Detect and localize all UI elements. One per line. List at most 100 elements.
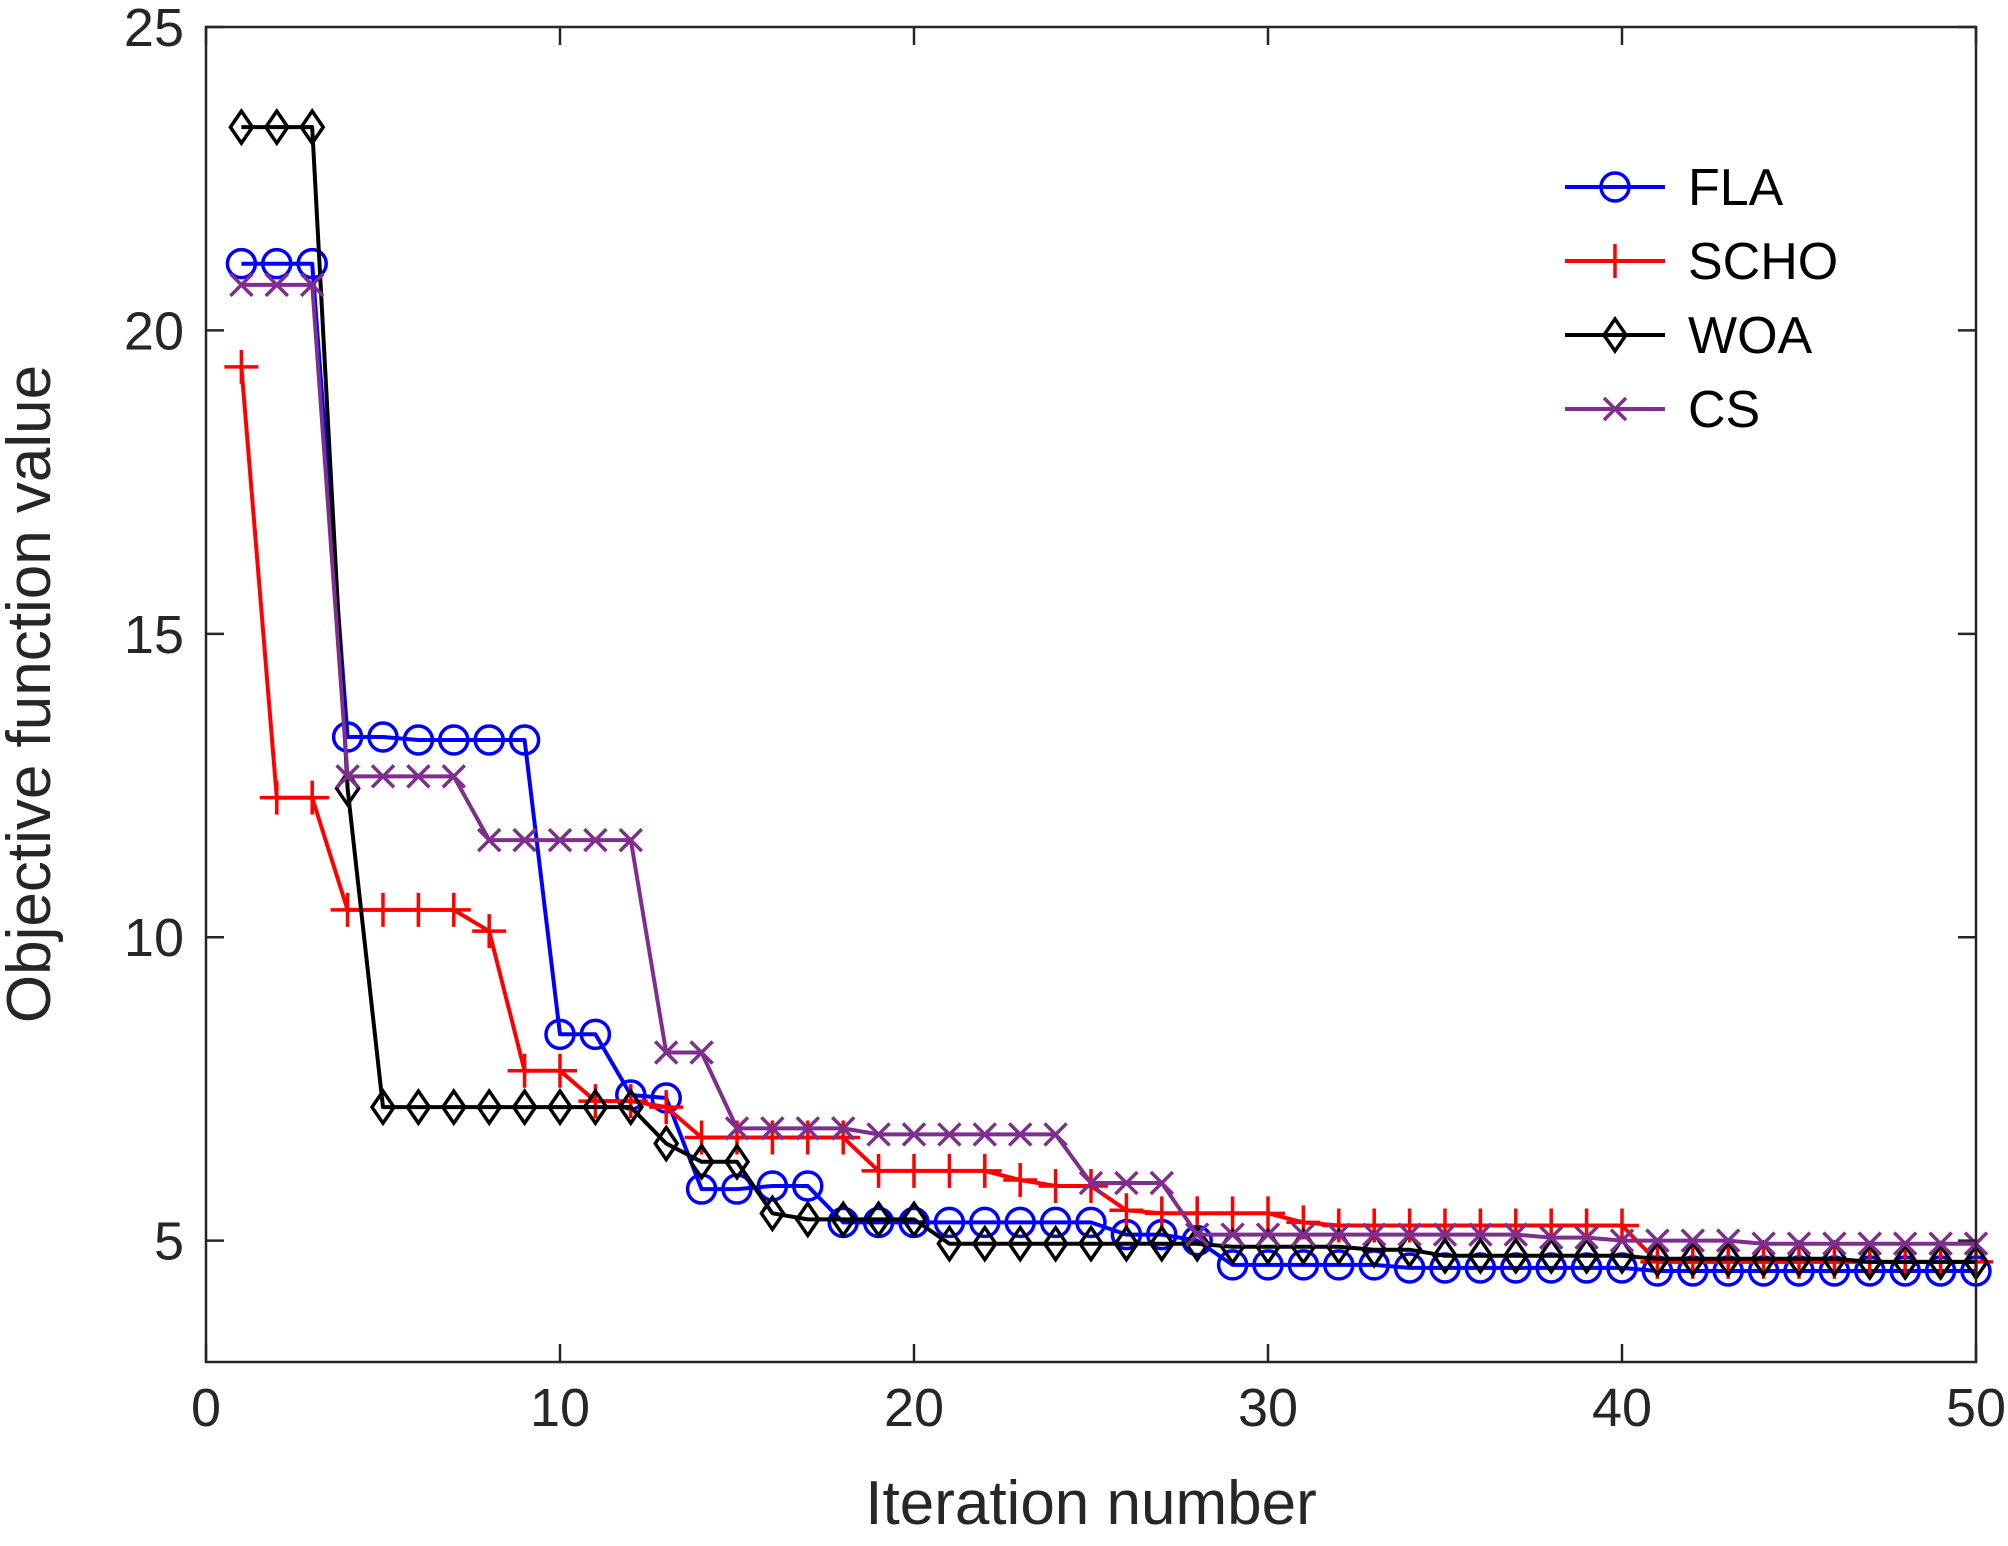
data-point-cs-8 xyxy=(476,827,502,853)
data-point-scho-13 xyxy=(649,1090,684,1125)
data-point-woa-17 xyxy=(794,1200,821,1239)
y-tick-label-10: 10 xyxy=(124,908,184,968)
data-point-woa-42 xyxy=(1679,1239,1706,1278)
data-point-cs-48 xyxy=(1892,1231,1918,1256)
data-point-fla-31 xyxy=(1287,1249,1320,1281)
plot-area-border xyxy=(204,25,1978,1364)
data-point-cs-20 xyxy=(901,1122,927,1147)
data-point-fla-7 xyxy=(438,724,470,756)
data-point-cs-40 xyxy=(1609,1228,1635,1253)
data-point-cs-33 xyxy=(1361,1222,1387,1247)
legend-item-scho: SCHO xyxy=(1565,233,1838,291)
data-point-scho-5 xyxy=(366,892,400,927)
legend-label-scho: SCHO xyxy=(1688,233,1838,291)
data-point-cs-14 xyxy=(689,1040,714,1065)
y-tick-label-15: 15 xyxy=(124,605,184,665)
data-point-cs-7 xyxy=(441,764,467,789)
data-point-woa-16 xyxy=(759,1194,786,1233)
data-point-cs-47 xyxy=(1857,1231,1883,1256)
data-point-cs-21 xyxy=(937,1122,962,1147)
data-point-cs-9 xyxy=(512,827,537,853)
legend-marker-scho xyxy=(1598,244,1632,278)
data-point-woa-35 xyxy=(1431,1236,1459,1275)
data-point-woa-25 xyxy=(1077,1224,1105,1263)
data-point-woa-14 xyxy=(688,1142,715,1181)
data-point-fla-5 xyxy=(367,721,399,753)
data-point-woa-8 xyxy=(476,1088,503,1127)
data-point-woa-23 xyxy=(1007,1224,1034,1263)
data-point-cs-23 xyxy=(1007,1122,1033,1147)
data-point-fla-9 xyxy=(508,724,541,756)
legend-label-cs: CS xyxy=(1688,381,1760,439)
data-point-fla-34 xyxy=(1393,1252,1426,1284)
data-point-scho-6 xyxy=(401,892,436,927)
data-point-woa-41 xyxy=(1644,1239,1671,1278)
data-point-fla-8 xyxy=(473,724,505,756)
data-point-woa-36 xyxy=(1467,1236,1494,1275)
data-point-cs-2 xyxy=(264,272,290,298)
data-point-woa-24 xyxy=(1042,1224,1069,1263)
data-point-woa-7 xyxy=(440,1088,467,1127)
data-point-fla-21 xyxy=(933,1206,966,1239)
legend-label-woa: WOA xyxy=(1688,307,1813,365)
data-point-cs-11 xyxy=(583,827,608,853)
data-point-woa-21 xyxy=(936,1224,963,1263)
data-point-woa-45 xyxy=(1785,1239,1813,1278)
data-point-scho-20 xyxy=(897,1153,931,1188)
data-point-cs-1 xyxy=(229,272,254,298)
data-point-woa-22 xyxy=(971,1224,998,1263)
data-point-scho-24 xyxy=(1038,1169,1073,1204)
data-point-scho-3 xyxy=(295,780,330,815)
data-point-cs-13 xyxy=(653,1040,679,1065)
data-point-woa-3 xyxy=(299,108,326,147)
data-point-woa-38 xyxy=(1538,1236,1565,1275)
data-point-fla-24 xyxy=(1039,1206,1072,1239)
data-point-woa-44 xyxy=(1750,1239,1777,1278)
x-tick-label-50: 50 xyxy=(1946,1378,2006,1438)
data-point-fla-11 xyxy=(579,1018,612,1051)
data-point-woa-19 xyxy=(865,1200,892,1239)
data-point-cs-3 xyxy=(299,272,325,298)
data-point-scho-8 xyxy=(472,914,507,949)
data-point-cs-16 xyxy=(760,1116,785,1141)
data-point-woa-12 xyxy=(617,1088,644,1127)
data-point-cs-27 xyxy=(1149,1170,1175,1196)
series-line-fla xyxy=(241,261,1976,1273)
data-point-woa-49 xyxy=(1927,1242,1954,1281)
data-point-woa-48 xyxy=(1892,1242,1919,1281)
legend-item-fla: FLA xyxy=(1565,159,1784,217)
data-point-cs-28 xyxy=(1184,1222,1210,1247)
data-point-cs-5 xyxy=(370,764,396,789)
data-point-woa-33 xyxy=(1361,1230,1388,1269)
data-point-cs-42 xyxy=(1680,1228,1706,1253)
data-point-fla-10 xyxy=(544,1018,576,1051)
data-point-cs-25 xyxy=(1078,1170,1104,1196)
data-point-fla-2 xyxy=(261,247,293,280)
data-point-woa-9 xyxy=(511,1088,538,1127)
data-point-fla-6 xyxy=(402,724,435,756)
legend-marker-cs xyxy=(1602,396,1628,422)
data-point-cs-44 xyxy=(1751,1231,1776,1256)
data-point-woa-13 xyxy=(653,1124,680,1163)
data-point-cs-41 xyxy=(1645,1228,1670,1253)
data-point-fla-3 xyxy=(296,247,328,280)
data-point-cs-37 xyxy=(1503,1222,1529,1247)
data-point-woa-18 xyxy=(830,1200,857,1239)
data-point-woa-27 xyxy=(1148,1224,1175,1263)
data-point-scho-4 xyxy=(330,892,365,927)
x-tick-label-20: 20 xyxy=(884,1378,944,1438)
data-point-woa-5 xyxy=(369,1088,397,1127)
x-tick-label-10: 10 xyxy=(530,1378,590,1438)
data-point-woa-20 xyxy=(900,1200,928,1239)
data-point-scho-29 xyxy=(1215,1196,1250,1231)
series-line-woa xyxy=(241,125,1976,1264)
data-point-cs-35 xyxy=(1432,1222,1458,1247)
data-point-fla-1 xyxy=(225,247,258,280)
data-point-woa-26 xyxy=(1113,1224,1140,1263)
series-woa xyxy=(228,108,1990,1281)
legend: FLA SCHO WOA CS xyxy=(1565,159,1838,439)
data-point-cs-38 xyxy=(1538,1225,1564,1250)
data-point-woa-34 xyxy=(1396,1230,1423,1269)
data-point-cs-19 xyxy=(866,1122,891,1147)
